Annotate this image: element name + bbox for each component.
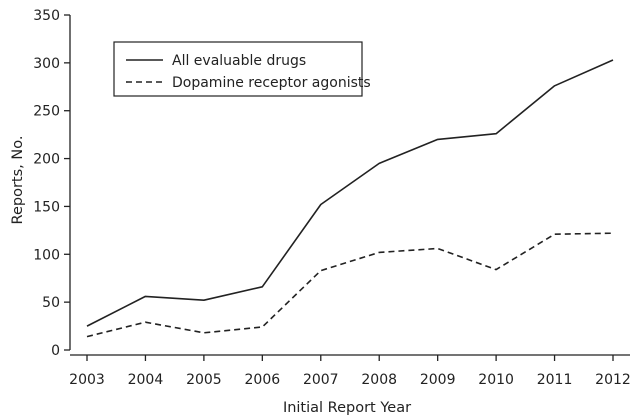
- x-tick-label: 2009: [420, 372, 456, 388]
- x-tick-label: 2003: [69, 372, 105, 388]
- legend-box: [113, 41, 363, 97]
- y-tick-label: 200: [33, 152, 60, 168]
- x-tick-label: 2005: [186, 372, 222, 388]
- x-tick-label: 2004: [128, 372, 164, 388]
- legend: All evaluable drugs Dopamine receptor ag…: [113, 41, 371, 97]
- y-tick-label: 50: [42, 295, 60, 311]
- y-tick-label: 100: [33, 247, 60, 263]
- x-tick-label: 2010: [478, 372, 514, 388]
- series-lines: [86, 59, 614, 338]
- series-line-dopamine-receptor-agonists: [86, 232, 614, 338]
- x-tick-label: 2007: [303, 372, 339, 388]
- x-axis-ticks: 2003 2004 2005 2006 2007 2008 2009 2010 2011 2012: [69, 355, 631, 388]
- series-line-all-evaluable-drugs: [86, 59, 614, 327]
- x-tick-label: 2006: [245, 372, 281, 388]
- legend-label-dopamine: Dopamine receptor agonists: [172, 75, 371, 91]
- y-axis-title: Reports, No.: [10, 136, 26, 225]
- y-tick-label: 250: [33, 104, 60, 120]
- x-tick-label: 2012: [595, 372, 631, 388]
- y-tick-label: 0: [51, 343, 60, 359]
- axes: [69, 15, 630, 356]
- y-tick-label: 150: [33, 199, 60, 215]
- y-tick-label: 350: [33, 8, 60, 24]
- y-tick-label: 300: [33, 56, 60, 72]
- x-axis-title: Initial Report Year: [283, 400, 411, 416]
- y-axis-ticks: 0 50 100 150 200 250 300 350: [33, 8, 70, 359]
- x-tick-label: 2011: [537, 372, 573, 388]
- x-tick-label: 2008: [361, 372, 397, 388]
- legend-label-all-drugs: All evaluable drugs: [172, 53, 306, 69]
